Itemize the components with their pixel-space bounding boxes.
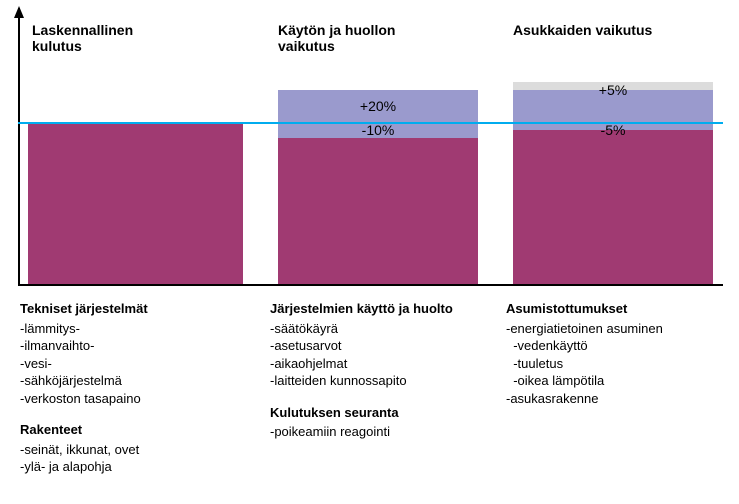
text-col-0-item-0-4: -verkoston tasapaino bbox=[20, 390, 240, 408]
text-col-0-item-0-3: -sähköjärjestelmä bbox=[20, 372, 240, 390]
text-col-0-item-0-2: -vesi- bbox=[20, 355, 240, 373]
text-col-0-item-1-0: -seinät, ikkunat, ovet bbox=[20, 441, 240, 459]
bar-1-seg-2-label: +20% bbox=[278, 98, 478, 114]
text-col-2-item-0-3: -oikea lämpötila bbox=[506, 372, 736, 390]
baseline bbox=[18, 122, 723, 124]
bar-title-1: Käytön ja huollon vaikutus bbox=[278, 22, 395, 54]
bar-0 bbox=[28, 122, 243, 284]
text-col-0-item-0-1: -ilmanvaihto- bbox=[20, 337, 240, 355]
bar-title-2: Asukkaiden vaikutus bbox=[513, 22, 652, 38]
text-col-2-item-0-0: -energiatietoinen asuminen bbox=[506, 320, 736, 338]
text-col-0-heading-0: Tekniset järjestelmät bbox=[20, 300, 240, 318]
text-col-2-item-0-4: -asukasrakenne bbox=[506, 390, 736, 408]
y-axis bbox=[18, 8, 20, 286]
text-col-1-item-0-1: -asetusarvot bbox=[270, 337, 490, 355]
chart-area: -10% +20% -5% +5% Laskennallinen kulutus Käy… bbox=[18, 8, 723, 286]
bar-2-seg-1-label: -5% bbox=[513, 122, 713, 138]
text-col-2-heading-0: Asumistottumukset bbox=[506, 300, 736, 318]
text-col-1-heading-1: Kulutuksen seuranta bbox=[270, 404, 490, 422]
text-col-0-item-0-0: -lämmitys- bbox=[20, 320, 240, 338]
text-col-1-heading-0: Järjestelmien käyttö ja huolto bbox=[270, 300, 490, 318]
bar-title-0: Laskennallinen kulutus bbox=[32, 22, 133, 54]
bar-0-seg-0 bbox=[28, 122, 243, 284]
bar-2-seg-3: +5% bbox=[513, 82, 713, 90]
bar-2-seg-3-label: +5% bbox=[513, 82, 713, 98]
y-axis-arrow bbox=[14, 6, 24, 18]
text-col-1-item-1-0: -poikeamiin reagointi bbox=[270, 423, 490, 441]
text-col-1-item-0-2: -aikaohjelmat bbox=[270, 355, 490, 373]
text-col-2: Asumistottumukset -energiatietoinen asumi… bbox=[506, 300, 736, 407]
bar-1: -10% +20% bbox=[278, 90, 478, 284]
bar-1-seg-0 bbox=[278, 138, 478, 284]
bar-2-seg-0 bbox=[513, 130, 713, 284]
text-col-2-item-0-2: -tuuletus bbox=[506, 355, 736, 373]
text-col-2-item-0-1: -vedenkäyttö bbox=[506, 337, 736, 355]
text-col-1-item-0-3: -laitteiden kunnossapito bbox=[270, 372, 490, 390]
bar-1-seg-1-label: -10% bbox=[278, 122, 478, 138]
text-col-0-item-1-1: -ylä- ja alapohja bbox=[20, 458, 240, 476]
bar-1-seg-1: -10% bbox=[278, 122, 478, 138]
text-col-1: Järjestelmien käyttö ja huolto -säätökäyr… bbox=[270, 300, 490, 441]
bar-2: -5% +5% bbox=[513, 82, 713, 285]
text-col-0-heading-1: Rakenteet bbox=[20, 421, 240, 439]
x-axis bbox=[18, 284, 723, 286]
text-col-0: Tekniset järjestelmät -lämmitys--ilmanvai… bbox=[20, 300, 240, 476]
bar-1-seg-2: +20% bbox=[278, 90, 478, 122]
text-col-1-item-0-0: -säätökäyrä bbox=[270, 320, 490, 338]
